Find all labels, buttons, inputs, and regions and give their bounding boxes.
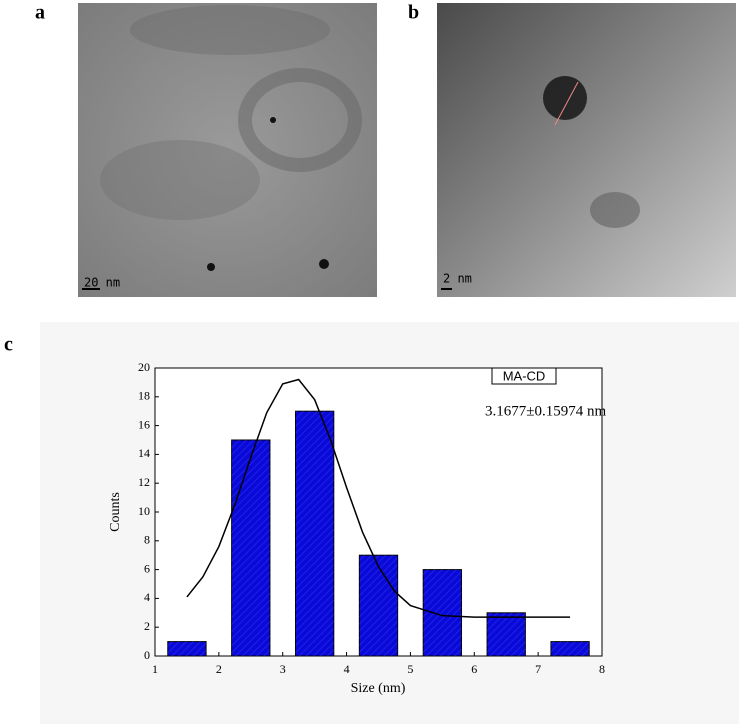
y-tick-label: 18: [138, 389, 150, 403]
y-tick-label: 10: [138, 504, 150, 518]
bar-hatch: [295, 411, 334, 656]
legend-box: [491, 367, 557, 385]
bar-hatch: [550, 641, 590, 656]
panel-label: b: [408, 2, 419, 24]
y-tick-label: 16: [138, 417, 150, 431]
fit-curve: [186, 378, 571, 618]
y-tick-label: 12: [138, 475, 150, 489]
tem-image-a: 20 nm: [78, 3, 377, 297]
bar-hatch: [167, 641, 207, 656]
x-tick-label: 1: [152, 662, 158, 676]
bar-hatch: [231, 440, 270, 656]
tem-image-b: 2 nm: [437, 3, 736, 297]
y-tick-label: 8: [144, 533, 150, 547]
y-tick-label: 6: [144, 561, 150, 575]
scale-bar-label: 20 nm: [84, 276, 120, 290]
x-tick-label: 2: [216, 662, 222, 676]
chart: Size (nm) Counts MA-CD 3.1677±0.15974 nm…: [40, 322, 739, 724]
x-tick-label: 4: [344, 662, 350, 676]
y-tick-label: 20: [138, 360, 150, 374]
panel-label: c: [4, 334, 13, 356]
y-tick-label: 4: [144, 590, 150, 604]
y-tick-label: 14: [138, 446, 150, 460]
x-tick-label: 6: [471, 662, 477, 676]
annotation: 3.1677±0.15974 nm: [485, 403, 606, 419]
x-tick-label: 5: [407, 662, 413, 676]
scale-bar-label: 2 nm: [443, 272, 472, 286]
y-tick-label: 2: [144, 619, 150, 633]
x-tick-label: 7: [535, 662, 541, 676]
y-axis-label: Counts: [108, 492, 123, 532]
legend-label: MA-CD: [503, 368, 546, 383]
x-tick-label: 8: [599, 662, 605, 676]
bar-hatch: [423, 569, 462, 656]
x-tick-label: 3: [280, 662, 286, 676]
bar-hatch: [359, 555, 398, 656]
panel-label: a: [35, 2, 45, 24]
bar-hatch: [487, 612, 526, 656]
x-axis-label: Size (nm): [351, 681, 406, 696]
y-tick-label: 0: [144, 648, 150, 662]
